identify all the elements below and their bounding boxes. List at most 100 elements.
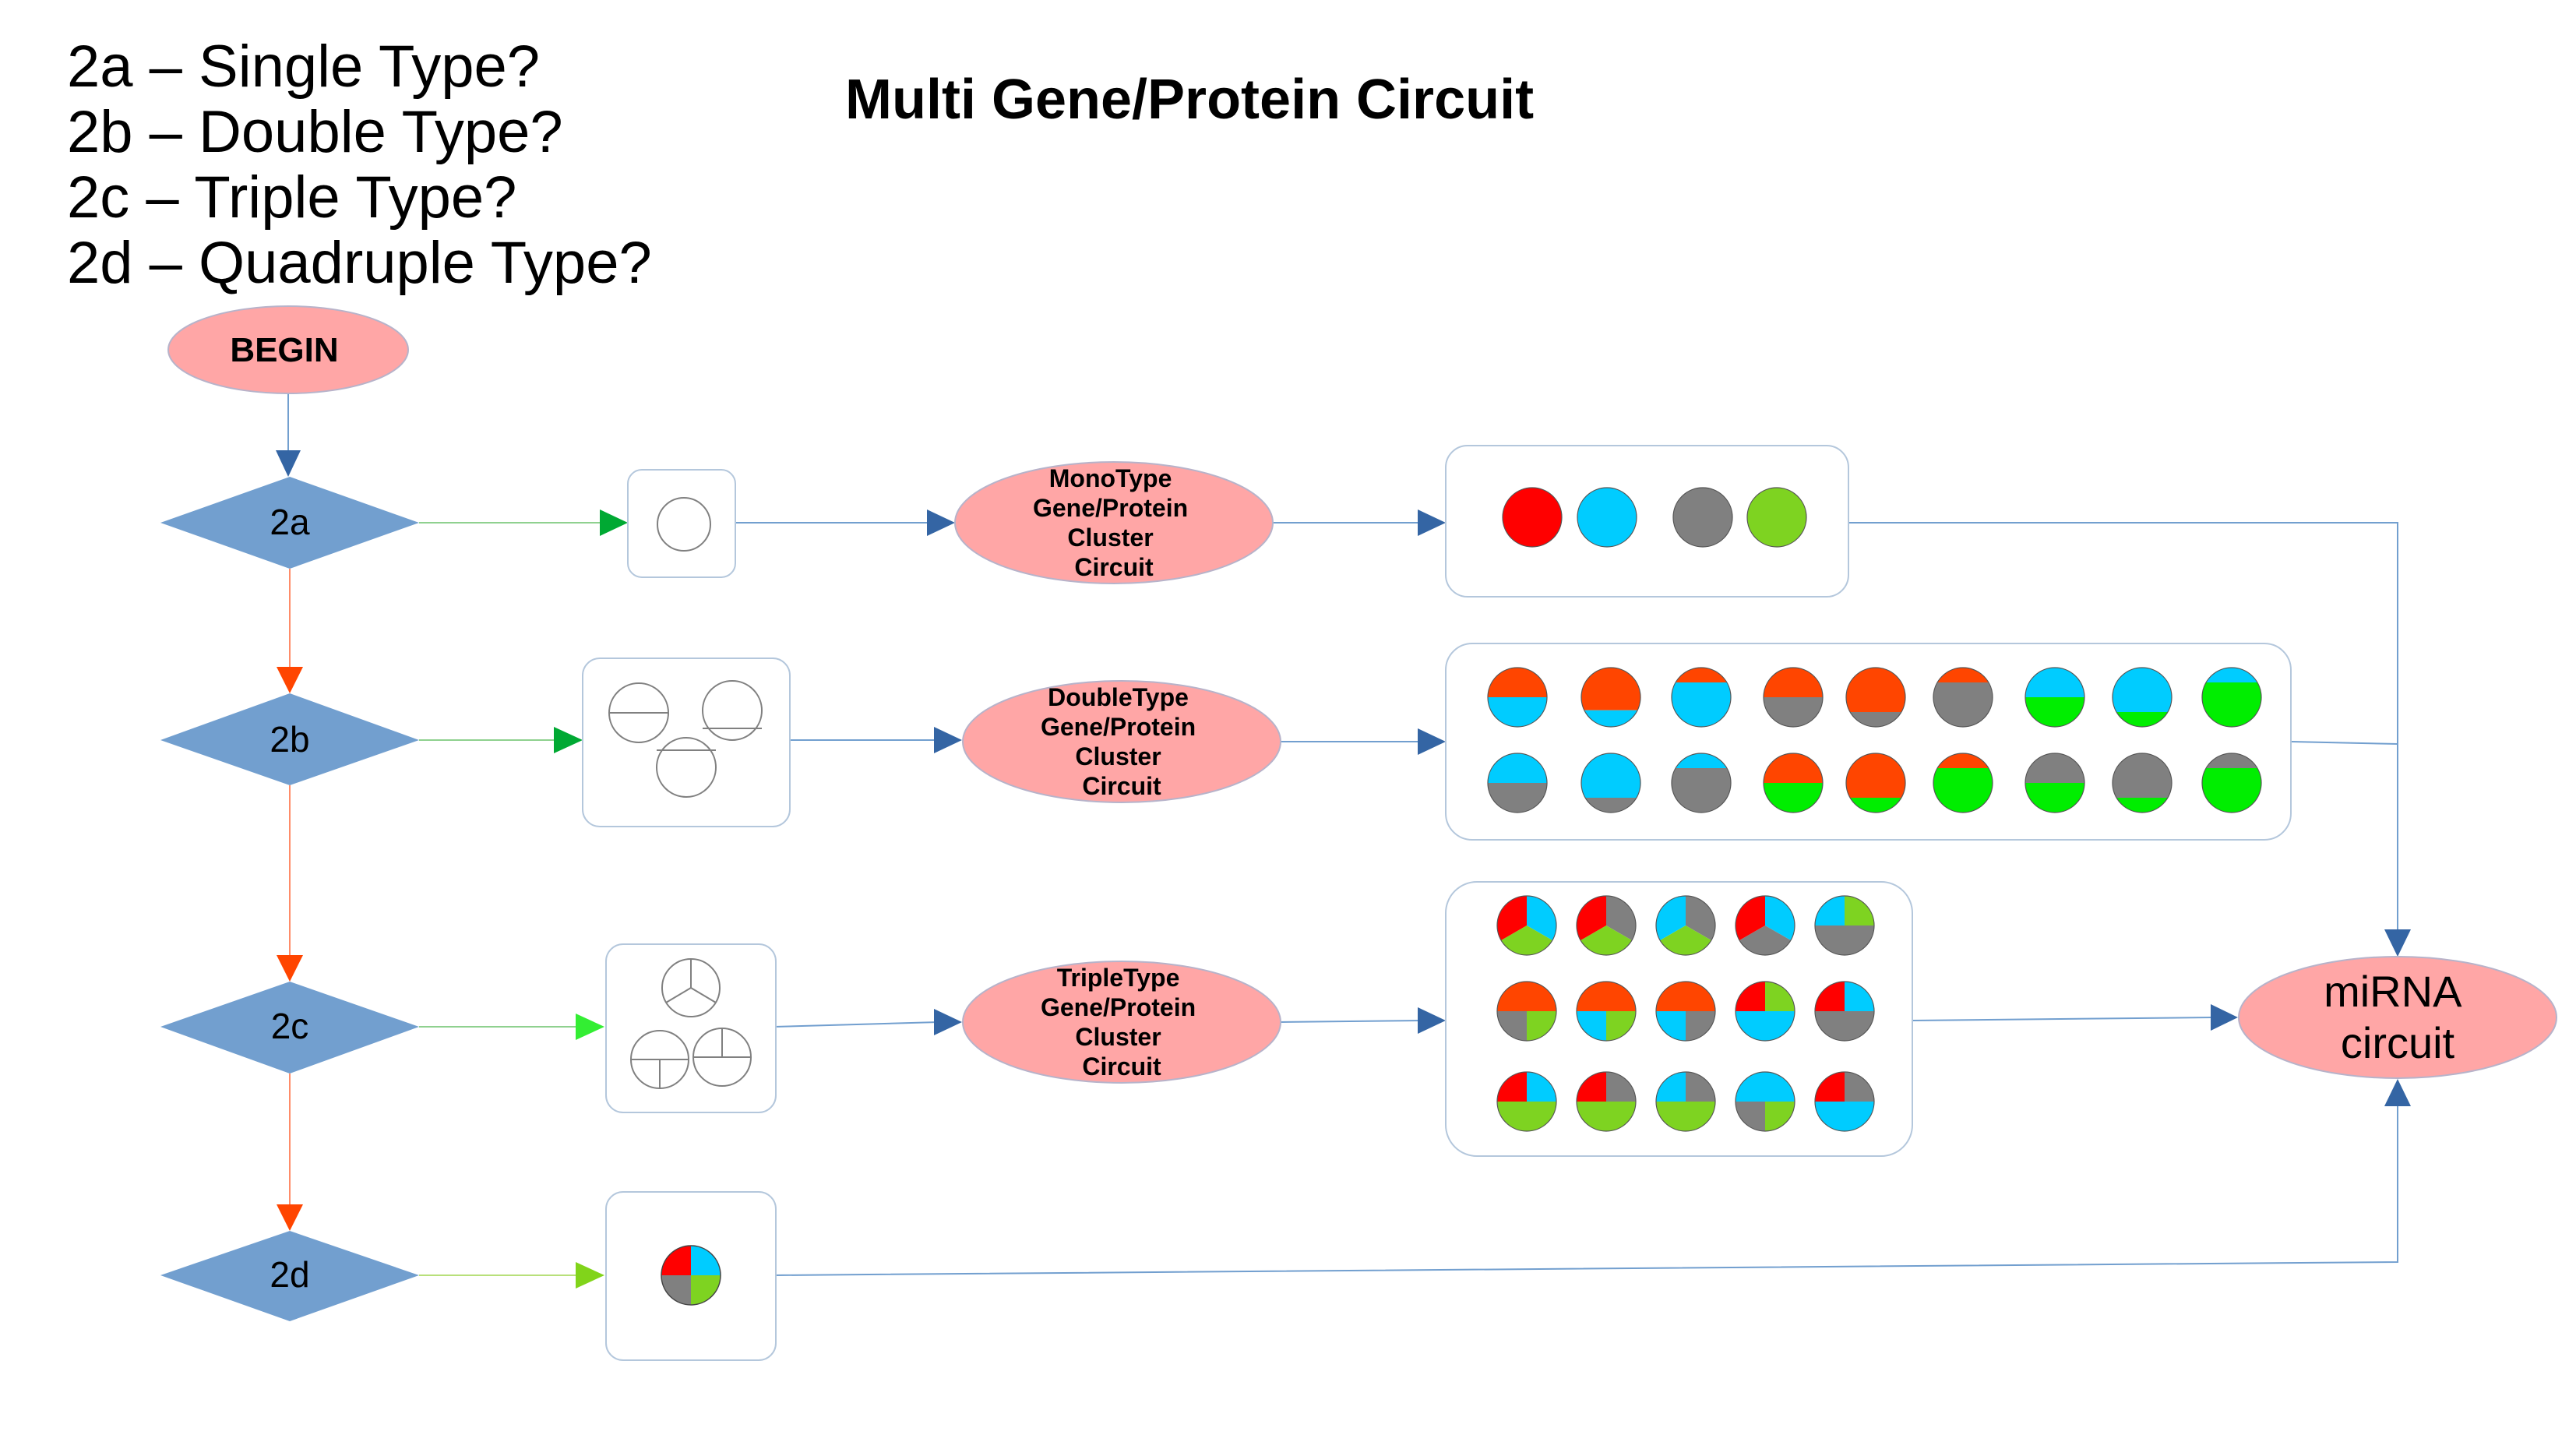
edge-box3-triple bbox=[774, 1021, 939, 1028]
edge-2c-box-arrow bbox=[576, 1014, 604, 1040]
begin-label: BEGIN bbox=[230, 331, 338, 369]
decision-2d: 2d bbox=[160, 1231, 419, 1321]
mono-pie-1 bbox=[1502, 487, 1563, 548]
triple-pie-r3-5 bbox=[1814, 1071, 1875, 1132]
mono-pie-4 bbox=[1746, 487, 1807, 548]
legend-quadruple-type: 2d – Quadruple Type? bbox=[67, 230, 652, 296]
tripletype-line-1: TripleType bbox=[1057, 964, 1180, 992]
decision-2c-label: 2c bbox=[271, 1006, 309, 1046]
edge-begin-2a-arrow bbox=[276, 450, 301, 477]
edge-2d-box-arrow bbox=[576, 1262, 604, 1289]
double-pie-r1-4 bbox=[1763, 667, 1824, 728]
decision-2a: 2a bbox=[160, 477, 419, 569]
monotype-line-3: Cluster bbox=[1067, 524, 1153, 552]
svg-text:miRNA circuit: miRNA circuit bbox=[2324, 967, 2472, 1067]
doubletype-line-3: Cluster bbox=[1075, 742, 1161, 770]
edge-triple-cluster-arrow bbox=[1418, 1007, 1446, 1034]
double-pie-r1-5 bbox=[1845, 667, 1906, 728]
triple-pie-r3-2 bbox=[1576, 1071, 1637, 1132]
svg-text:DoubleType Gene/Protein: DoubleType Gene/Protein Cluster Circuit bbox=[1041, 683, 1203, 800]
connectors bbox=[276, 393, 2411, 1289]
edge-2b-2c-arrow bbox=[277, 955, 303, 982]
edge-mono-cluster-arrow bbox=[1418, 509, 1446, 536]
monotype-line-4: Circuit bbox=[1074, 553, 1154, 581]
double-pie-r1-2 bbox=[1580, 667, 1641, 728]
tripletype-node: TripleType Gene/Protein Cluster Circuit bbox=[962, 961, 1281, 1084]
double-pie-r2-8 bbox=[2112, 753, 2173, 813]
triple-pie-r2-5 bbox=[1814, 981, 1875, 1042]
triple-pie-r1-3 bbox=[1655, 895, 1716, 956]
double-pie-r2-2 bbox=[1580, 753, 1641, 813]
double-pie-r1-6 bbox=[1933, 667, 1993, 728]
triple-pie-r3-4 bbox=[1735, 1071, 1795, 1132]
mirna-line-2: circuit bbox=[2341, 1018, 2455, 1067]
edge-double-mirna bbox=[2290, 741, 2398, 745]
double-pie-r2-4 bbox=[1763, 753, 1824, 813]
template-box-double bbox=[582, 658, 791, 827]
triple-pie-r2-3 bbox=[1655, 981, 1716, 1042]
template-box-triple bbox=[605, 943, 777, 1113]
tripletype-line-4: Circuit bbox=[1082, 1052, 1161, 1081]
edge-2b-box-arrow bbox=[554, 727, 583, 753]
edge-mono-mirna bbox=[1848, 522, 2398, 931]
mirna-line-1: miRNA bbox=[2324, 967, 2462, 1016]
tripletype-line-3: Cluster bbox=[1075, 1023, 1161, 1051]
mono-cluster-box bbox=[1445, 445, 1849, 598]
edge-2a-box-arrow bbox=[600, 509, 628, 536]
decision-2c: 2c bbox=[160, 982, 419, 1074]
edge-box3-triple-arrow bbox=[934, 1009, 962, 1035]
edge-box1-mono-arrow bbox=[927, 509, 955, 536]
triple-pie-r3-1 bbox=[1496, 1071, 1557, 1132]
doubletype-line-4: Circuit bbox=[1082, 772, 1161, 800]
double-pie-r1-8 bbox=[2112, 667, 2173, 728]
legend-single-type: 2a – Single Type? bbox=[67, 33, 541, 100]
edge-2d-mirna bbox=[774, 1105, 2398, 1276]
double-pie-r2-5 bbox=[1845, 753, 1906, 813]
monotype-line-1: MonoType bbox=[1049, 464, 1172, 492]
triple-pie-r2-2 bbox=[1576, 981, 1637, 1042]
edge-triple-cluster bbox=[1279, 1020, 1423, 1023]
double-pie-r1-3 bbox=[1671, 667, 1732, 728]
edge-double-cluster-arrow bbox=[1418, 728, 1446, 755]
decision-2d-label: 2d bbox=[270, 1254, 309, 1295]
legend-double-type: 2b – Double Type? bbox=[67, 99, 563, 165]
tripletype-line-2: Gene/Protein bbox=[1041, 993, 1196, 1021]
mono-pie-2 bbox=[1577, 487, 1637, 548]
double-pie-r2-3 bbox=[1671, 753, 1732, 813]
triple-pie-r2-1 bbox=[1496, 981, 1557, 1042]
template-box-single bbox=[627, 469, 736, 578]
double-pie-r2-9 bbox=[2201, 753, 2262, 813]
double-pie-r1-7 bbox=[2025, 667, 2085, 728]
template-box-quadruple bbox=[605, 1191, 777, 1361]
begin-node: BEGIN bbox=[167, 305, 409, 394]
svg-text:TripleType Gene/Protein: TripleType Gene/Protein Cluster Circuit bbox=[1041, 964, 1203, 1081]
doubletype-line-1: DoubleType bbox=[1048, 683, 1189, 711]
monotype-node: MonoType Gene/Protein Cluster Circuit bbox=[954, 461, 1274, 584]
triple-pie-r1-2 bbox=[1576, 895, 1637, 956]
triple-pie-r2-4 bbox=[1735, 981, 1795, 1042]
double-pie-r2-6 bbox=[1933, 753, 1993, 813]
mono-pie-3 bbox=[1672, 487, 1733, 548]
double-pie-r2-7 bbox=[2025, 753, 2085, 813]
doubletype-line-2: Gene/Protein bbox=[1041, 713, 1196, 741]
decision-2a-label: 2a bbox=[270, 502, 310, 542]
edge-2c-2d-arrow bbox=[277, 1204, 303, 1231]
edge-box2-double-arrow bbox=[934, 727, 962, 753]
mirna-node: miRNA circuit bbox=[2238, 956, 2557, 1079]
double-pie-r1-9 bbox=[2201, 667, 2262, 728]
decision-2b-label: 2b bbox=[270, 719, 309, 760]
double-pie-r1-1 bbox=[1487, 667, 1548, 728]
doubletype-node: DoubleType Gene/Protein Cluster Circuit bbox=[962, 680, 1281, 803]
triple-pie-r1-4 bbox=[1735, 895, 1795, 956]
pie-glyphs bbox=[1487, 487, 2262, 1132]
edge-triple-mirna bbox=[1912, 1017, 2213, 1021]
edge-triple-mirna-arrow bbox=[2211, 1004, 2238, 1031]
legend-triple-type: 2c – Triple Type? bbox=[67, 164, 517, 231]
triple-pie-r1-5 bbox=[1814, 895, 1875, 956]
decision-2b: 2b bbox=[160, 693, 419, 785]
edge-top-mirna-arrow bbox=[2384, 929, 2411, 957]
triple-pie-r1-1 bbox=[1496, 895, 1557, 956]
edge-bottom-mirna-arrow bbox=[2384, 1079, 2411, 1106]
diagram-title: Multi Gene/Protein Circuit bbox=[845, 69, 1535, 131]
